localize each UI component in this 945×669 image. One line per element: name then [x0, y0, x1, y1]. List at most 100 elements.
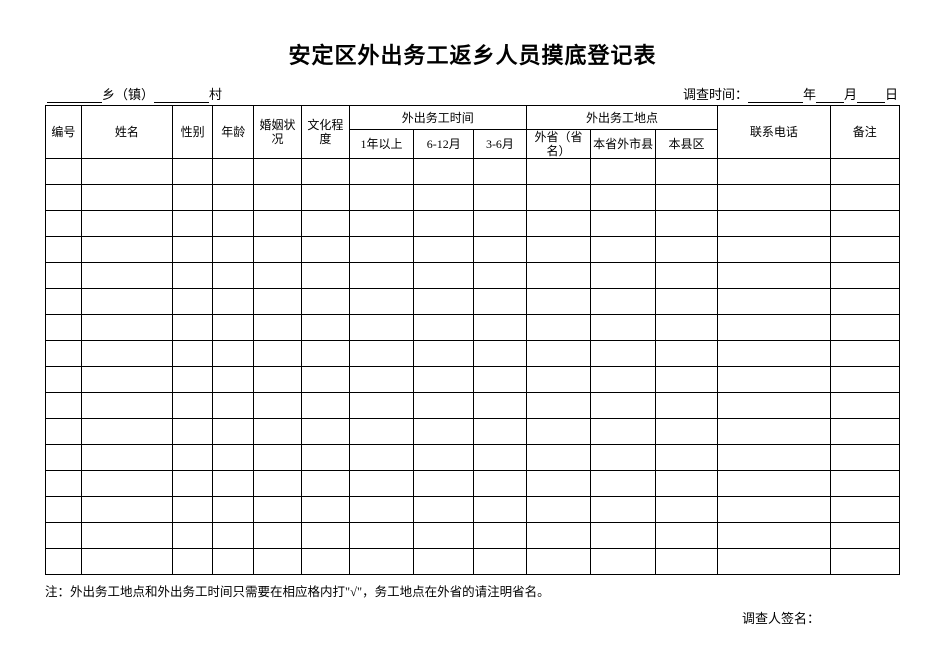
township-blank[interactable]	[47, 87, 102, 103]
table-cell[interactable]	[213, 549, 254, 575]
table-cell[interactable]	[81, 471, 172, 497]
table-cell[interactable]	[591, 289, 656, 315]
table-cell[interactable]	[718, 393, 830, 419]
table-cell[interactable]	[591, 159, 656, 185]
table-cell[interactable]	[526, 341, 591, 367]
table-cell[interactable]	[526, 159, 591, 185]
table-cell[interactable]	[349, 315, 414, 341]
table-cell[interactable]	[349, 419, 414, 445]
table-cell[interactable]	[254, 393, 302, 419]
table-cell[interactable]	[46, 445, 82, 471]
table-cell[interactable]	[172, 159, 213, 185]
table-cell[interactable]	[718, 497, 830, 523]
table-cell[interactable]	[301, 523, 349, 549]
table-cell[interactable]	[172, 237, 213, 263]
table-cell[interactable]	[254, 445, 302, 471]
table-cell[interactable]	[414, 185, 474, 211]
table-cell[interactable]	[46, 263, 82, 289]
table-cell[interactable]	[213, 497, 254, 523]
table-cell[interactable]	[591, 549, 656, 575]
table-cell[interactable]	[655, 185, 717, 211]
table-cell[interactable]	[414, 315, 474, 341]
table-cell[interactable]	[301, 445, 349, 471]
table-cell[interactable]	[349, 341, 414, 367]
table-cell[interactable]	[301, 393, 349, 419]
table-cell[interactable]	[46, 419, 82, 445]
table-cell[interactable]	[213, 185, 254, 211]
table-cell[interactable]	[46, 367, 82, 393]
table-cell[interactable]	[591, 497, 656, 523]
day-blank[interactable]	[857, 87, 885, 103]
table-cell[interactable]	[301, 315, 349, 341]
table-cell[interactable]	[254, 419, 302, 445]
table-cell[interactable]	[213, 445, 254, 471]
table-cell[interactable]	[301, 367, 349, 393]
table-cell[interactable]	[213, 471, 254, 497]
table-cell[interactable]	[254, 289, 302, 315]
table-cell[interactable]	[830, 549, 899, 575]
table-cell[interactable]	[414, 419, 474, 445]
table-cell[interactable]	[474, 185, 527, 211]
table-cell[interactable]	[526, 263, 591, 289]
table-cell[interactable]	[655, 341, 717, 367]
table-cell[interactable]	[172, 289, 213, 315]
table-cell[interactable]	[81, 419, 172, 445]
table-cell[interactable]	[81, 237, 172, 263]
table-cell[interactable]	[254, 185, 302, 211]
table-cell[interactable]	[718, 367, 830, 393]
table-cell[interactable]	[301, 159, 349, 185]
table-cell[interactable]	[349, 211, 414, 237]
table-cell[interactable]	[301, 237, 349, 263]
table-cell[interactable]	[301, 497, 349, 523]
table-cell[interactable]	[81, 341, 172, 367]
table-cell[interactable]	[414, 289, 474, 315]
table-cell[interactable]	[414, 471, 474, 497]
table-cell[interactable]	[830, 471, 899, 497]
table-cell[interactable]	[81, 263, 172, 289]
table-cell[interactable]	[301, 263, 349, 289]
table-cell[interactable]	[655, 497, 717, 523]
table-cell[interactable]	[46, 315, 82, 341]
table-cell[interactable]	[349, 367, 414, 393]
table-cell[interactable]	[526, 289, 591, 315]
table-cell[interactable]	[301, 185, 349, 211]
table-cell[interactable]	[474, 341, 527, 367]
table-cell[interactable]	[655, 211, 717, 237]
table-cell[interactable]	[655, 367, 717, 393]
table-cell[interactable]	[254, 497, 302, 523]
table-cell[interactable]	[591, 341, 656, 367]
table-cell[interactable]	[655, 393, 717, 419]
table-cell[interactable]	[474, 419, 527, 445]
table-cell[interactable]	[349, 549, 414, 575]
table-cell[interactable]	[301, 341, 349, 367]
table-cell[interactable]	[81, 289, 172, 315]
table-cell[interactable]	[718, 523, 830, 549]
table-cell[interactable]	[718, 289, 830, 315]
table-cell[interactable]	[213, 237, 254, 263]
table-cell[interactable]	[655, 159, 717, 185]
year-blank[interactable]	[748, 87, 803, 103]
table-cell[interactable]	[526, 419, 591, 445]
table-cell[interactable]	[474, 289, 527, 315]
table-cell[interactable]	[591, 237, 656, 263]
table-cell[interactable]	[718, 237, 830, 263]
table-cell[interactable]	[830, 445, 899, 471]
table-cell[interactable]	[349, 471, 414, 497]
table-cell[interactable]	[474, 471, 527, 497]
table-cell[interactable]	[172, 185, 213, 211]
table-cell[interactable]	[46, 497, 82, 523]
table-cell[interactable]	[301, 289, 349, 315]
table-cell[interactable]	[526, 211, 591, 237]
table-cell[interactable]	[172, 471, 213, 497]
table-cell[interactable]	[46, 471, 82, 497]
table-cell[interactable]	[349, 185, 414, 211]
table-cell[interactable]	[526, 497, 591, 523]
table-cell[interactable]	[718, 341, 830, 367]
table-cell[interactable]	[591, 471, 656, 497]
table-cell[interactable]	[414, 497, 474, 523]
table-cell[interactable]	[414, 263, 474, 289]
table-cell[interactable]	[718, 471, 830, 497]
table-cell[interactable]	[213, 367, 254, 393]
table-cell[interactable]	[830, 159, 899, 185]
table-cell[interactable]	[349, 393, 414, 419]
